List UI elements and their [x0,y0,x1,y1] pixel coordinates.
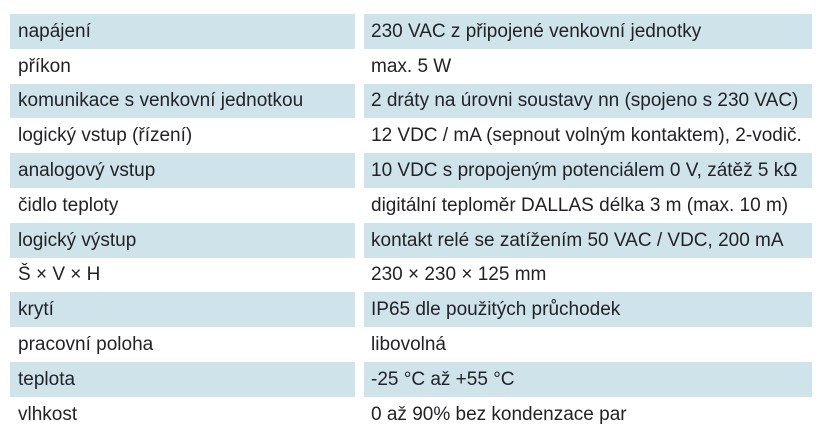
spec-value: kontakt relé se zatížením 50 VAC / VDC, … [364,222,812,258]
spec-value: 2 dráty na úrovni soustavy nn (spojeno s… [364,83,812,119]
spec-value: libovolná [364,327,812,362]
spec-label: analogový vstup [10,153,355,188]
table-row: vlhkost 0 až 90% bez kondenzace par [10,396,812,432]
table-row: čidlo teploty digitální teploměr DALLAS … [10,187,812,223]
spec-value: 10 VDC s propojeným potenciálem 0 V, zát… [364,153,812,188]
spec-label: komunikace s venkovní jednotkou [10,83,355,119]
spec-label: vlhkost [10,396,355,432]
spec-value: digitální teploměr DALLAS délka 3 m (max… [364,187,812,223]
spec-value: 230 × 230 × 125 mm [364,257,812,293]
table-row: logický vstup (řízení) 12 VDC / mA (sepn… [10,118,812,154]
column-gap [355,292,364,328]
spec-value: 0 až 90% bez kondenzace par [364,396,812,432]
spec-value: -25 °C až +55 °C [364,361,812,397]
table-row: Š × V × H 230 × 230 × 125 mm [10,257,812,293]
spec-label: logický výstup [10,222,355,258]
spec-label: Š × V × H [10,257,355,293]
table-row: komunikace s venkovní jednotkou 2 dráty … [10,83,812,119]
table-row: pracovní poloha libovolná [10,327,812,362]
spec-label: napájení [10,14,355,49]
spec-value: max. 5 W [364,48,812,84]
column-gap [355,83,364,119]
spec-label: logický vstup (řízení) [10,118,355,154]
spec-label: pracovní poloha [10,327,355,362]
table-row: krytí IP65 dle použitých průchodek [10,292,812,328]
table-row: logický výstup kontakt relé se zatížením… [10,222,812,258]
spec-table: napájení 230 VAC z připojené venkovní je… [10,14,812,432]
column-gap [355,222,364,258]
spec-label: teplota [10,361,355,397]
table-row: analogový vstup 10 VDC s propojeným pote… [10,153,812,188]
table-row: teplota -25 °C až +55 °C [10,361,812,397]
table-row: napájení 230 VAC z připojené venkovní je… [10,14,812,49]
column-gap [355,187,364,223]
column-gap [355,327,364,362]
column-gap [355,361,364,397]
column-gap [355,257,364,293]
column-gap [355,14,364,49]
table-row: příkon max. 5 W [10,48,812,84]
column-gap [355,396,364,432]
spec-value: 12 VDC / mA (sepnout volným kontaktem), … [364,118,812,154]
spec-label: čidlo teploty [10,187,355,223]
column-gap [355,118,364,154]
spec-label: krytí [10,292,355,328]
column-gap [355,48,364,84]
spec-value: IP65 dle použitých průchodek [364,292,812,328]
spec-label: příkon [10,48,355,84]
spec-value: 230 VAC z připojené venkovní jednotky [364,14,812,49]
column-gap [355,153,364,188]
